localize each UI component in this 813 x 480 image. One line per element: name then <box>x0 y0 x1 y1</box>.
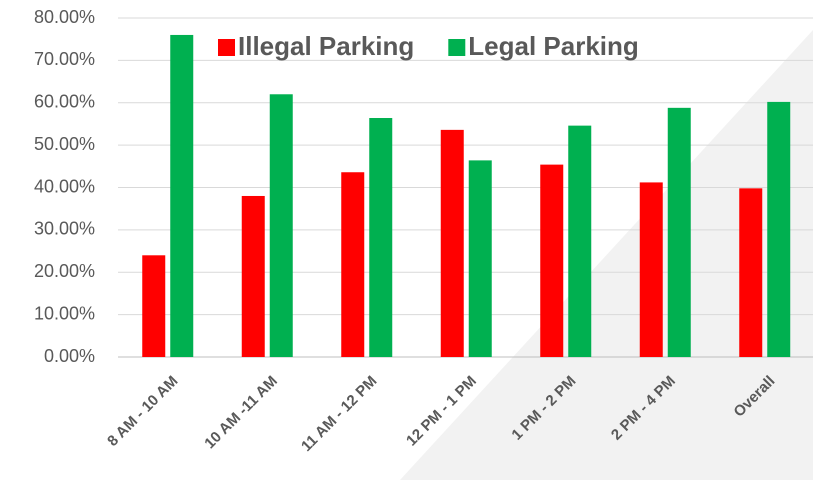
y-tick-label: 30.00% <box>34 219 95 239</box>
bar <box>540 164 564 357</box>
y-tick-label: 0.00% <box>44 346 95 366</box>
y-tick-label: 50.00% <box>34 134 95 154</box>
y-tick-label: 80.00% <box>34 7 95 27</box>
bar <box>170 34 194 357</box>
y-tick-label: 40.00% <box>34 176 95 196</box>
y-tick-label: 60.00% <box>34 92 95 112</box>
bar <box>241 195 265 357</box>
bar <box>468 160 492 357</box>
bar <box>767 101 791 357</box>
legend-label: Legal Parking <box>468 31 639 61</box>
x-tick-label: 8 AM - 10 AM <box>104 373 181 450</box>
bar <box>667 107 691 358</box>
x-tick-label: 11 AM - 12 PM <box>298 373 380 455</box>
legend-label: Illegal Parking <box>238 31 414 61</box>
bar <box>369 118 393 357</box>
bar <box>269 94 293 358</box>
y-tick-label: 10.00% <box>34 303 95 323</box>
legend-swatch <box>218 39 235 56</box>
bar <box>568 125 592 357</box>
bar <box>739 188 763 357</box>
background-shape <box>400 30 813 480</box>
bar <box>440 129 464 357</box>
bar <box>639 182 663 357</box>
bar <box>142 255 166 357</box>
bar <box>341 172 365 357</box>
x-tick-label: 10 AM -11 AM <box>201 373 281 453</box>
y-tick-label: 20.00% <box>34 261 95 281</box>
y-tick-label: 70.00% <box>34 49 95 69</box>
legend-swatch <box>448 39 466 56</box>
